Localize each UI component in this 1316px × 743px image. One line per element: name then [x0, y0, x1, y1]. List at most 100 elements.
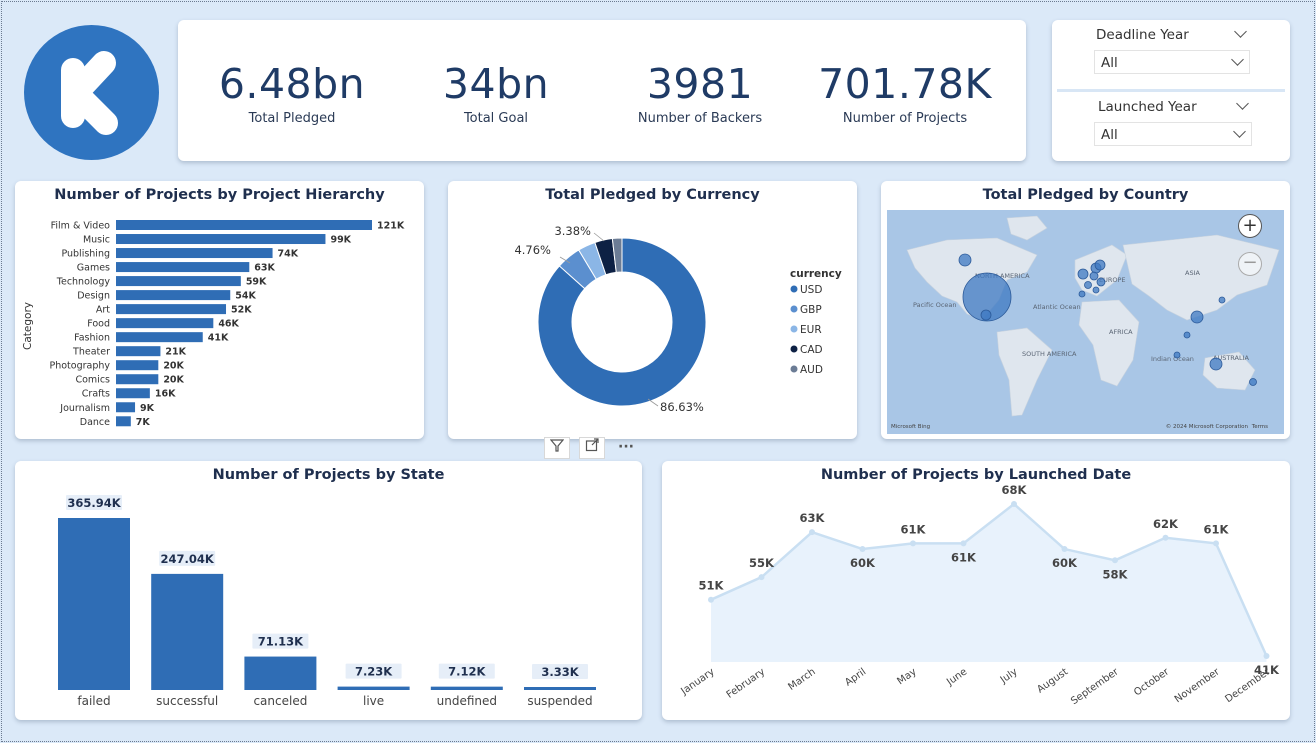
data-label: 51K: [699, 579, 725, 593]
legend-swatch: [790, 305, 798, 313]
bar: [116, 220, 372, 230]
bar: [116, 318, 214, 329]
focus-mode-icon[interactable]: [579, 437, 605, 459]
bar: [524, 687, 596, 690]
kpi-value: 3981: [646, 60, 754, 108]
tick-label: September: [1069, 666, 1121, 707]
tick-label: July: [998, 666, 1020, 686]
map-terms-link[interactable]: Terms: [1251, 424, 1268, 430]
legend-swatch: [790, 285, 798, 293]
tick-label: May: [895, 666, 918, 687]
map-region-label: SOUTH AMERICA: [1022, 350, 1077, 358]
world-map-svg: NORTH AMERICA EUROPE ASIA AFRICA SOUTH AMERI…: [906, 215, 1280, 417]
tick-label: February: [725, 666, 768, 700]
kpi-label: Total Goal: [463, 111, 529, 126]
bar: [116, 388, 150, 399]
tick-label: March: [786, 666, 817, 692]
bar: [116, 360, 159, 371]
tick-label: December: [1223, 666, 1273, 705]
legend-item-eur: EUR: [800, 324, 822, 336]
legend-item-cad: CAD: [800, 344, 823, 356]
map-bubble-india: [1173, 351, 1181, 359]
tick-label: Fashion: [74, 333, 110, 344]
currency-chart-card: Total Pledged by Currency 86.63% 4.76% 3.3…: [448, 181, 857, 439]
axis-label-category: Category: [22, 302, 34, 350]
bar: [58, 518, 130, 690]
data-label: 54K: [235, 291, 256, 302]
map-region-label: AFRICA: [1109, 328, 1133, 336]
zoom-in-icon[interactable]: +: [1238, 214, 1262, 238]
chevron-down-icon[interactable]: [1236, 97, 1249, 110]
more-options-icon[interactable]: ···: [618, 439, 634, 455]
data-label: 121K: [377, 221, 405, 232]
tick-label: successful: [156, 694, 218, 708]
kpi-card: 6.48bn Total Pledged 34bn Total Goal 398…: [178, 20, 1026, 161]
data-label: 58K: [1103, 567, 1129, 581]
tick-label: Food: [87, 319, 110, 330]
bar: [244, 656, 317, 690]
kpi-number-of-projects: 701.78K Number of Projects: [810, 64, 1000, 127]
tick-label: Crafts: [82, 389, 110, 400]
map-bubble-europe-5: [1084, 281, 1092, 289]
tick-label: canceled: [253, 694, 307, 708]
bar: [151, 573, 224, 690]
map-bubble-europe-3: [1089, 271, 1099, 281]
data-label: 3.33K: [541, 665, 579, 679]
deadline-year-dropdown[interactable]: All: [1094, 50, 1250, 74]
map-bubble-europe-6: [1078, 290, 1086, 298]
kpi-value: 6.48bn: [218, 60, 366, 108]
bar: [116, 276, 241, 287]
chart-title: Total Pledged by Country: [982, 187, 1189, 203]
data-label: 7K: [136, 417, 151, 428]
leader-line: [647, 398, 659, 407]
chevron-down-icon: [1233, 125, 1246, 138]
data-label: 61K: [901, 522, 927, 536]
data-label-eur: 3.38%: [554, 224, 591, 238]
tick-label: Technology: [56, 277, 111, 288]
bar: [116, 402, 136, 413]
data-label: 20K: [163, 361, 184, 372]
zoom-out-icon[interactable]: −: [1238, 252, 1262, 276]
data-label: 99K: [330, 235, 351, 246]
data-point: [708, 596, 714, 603]
bar: [430, 686, 503, 690]
chevron-down-icon[interactable]: [1234, 25, 1247, 38]
data-label-background: [532, 664, 588, 679]
data-point: [859, 546, 866, 553]
tick-label: failed: [77, 694, 110, 708]
map-region-label: Atlantic Ocean: [1033, 303, 1081, 311]
data-label: 63K: [800, 511, 826, 525]
filter-icon[interactable]: [544, 437, 570, 459]
leader-line: [559, 256, 571, 264]
data-label: 61K: [951, 550, 977, 564]
legend-swatch: [790, 365, 798, 373]
chart-title: Number of Projects by State: [212, 467, 445, 483]
slicers-card: Deadline Year All Launched Year All: [1052, 20, 1290, 161]
tick-label: undefined: [437, 694, 497, 708]
data-label: 41K: [208, 333, 229, 344]
state-chart-card: Number of Projects by State 365.94K faile…: [15, 461, 642, 720]
data-label: 62K: [1153, 517, 1179, 531]
chart-title: Total Pledged by Currency: [545, 187, 760, 203]
tick-label: June: [944, 666, 969, 688]
kpi-label: Total Pledged: [248, 111, 336, 126]
data-label-background: [345, 663, 402, 679]
world-map[interactable]: NORTH AMERICA EUROPE ASIA AFRICA SOUTH AMERI…: [887, 210, 1284, 434]
tick-label: Games: [77, 263, 110, 274]
k-logo-icon: [61, 51, 118, 135]
tick-label: Dance: [80, 417, 110, 428]
tick-label: Theater: [72, 347, 110, 358]
data-label-usd: 86.63%: [660, 400, 704, 414]
data-label: 68K: [1002, 483, 1028, 497]
legend-swatch: [790, 325, 798, 333]
kpi-total-pledged: 6.48bn Total Pledged: [206, 60, 378, 127]
map-bubble-hawaii: [980, 309, 992, 321]
data-label: 21K: [165, 347, 186, 358]
bar: [116, 374, 159, 385]
launched-year-dropdown[interactable]: All: [1094, 122, 1252, 146]
tick-label: April: [843, 666, 868, 688]
data-label: 20K: [163, 375, 184, 386]
tick-label: Film & Video: [51, 221, 111, 232]
map-bubble-australia: [1209, 357, 1223, 371]
map-region-label: ASIA: [1185, 269, 1200, 277]
